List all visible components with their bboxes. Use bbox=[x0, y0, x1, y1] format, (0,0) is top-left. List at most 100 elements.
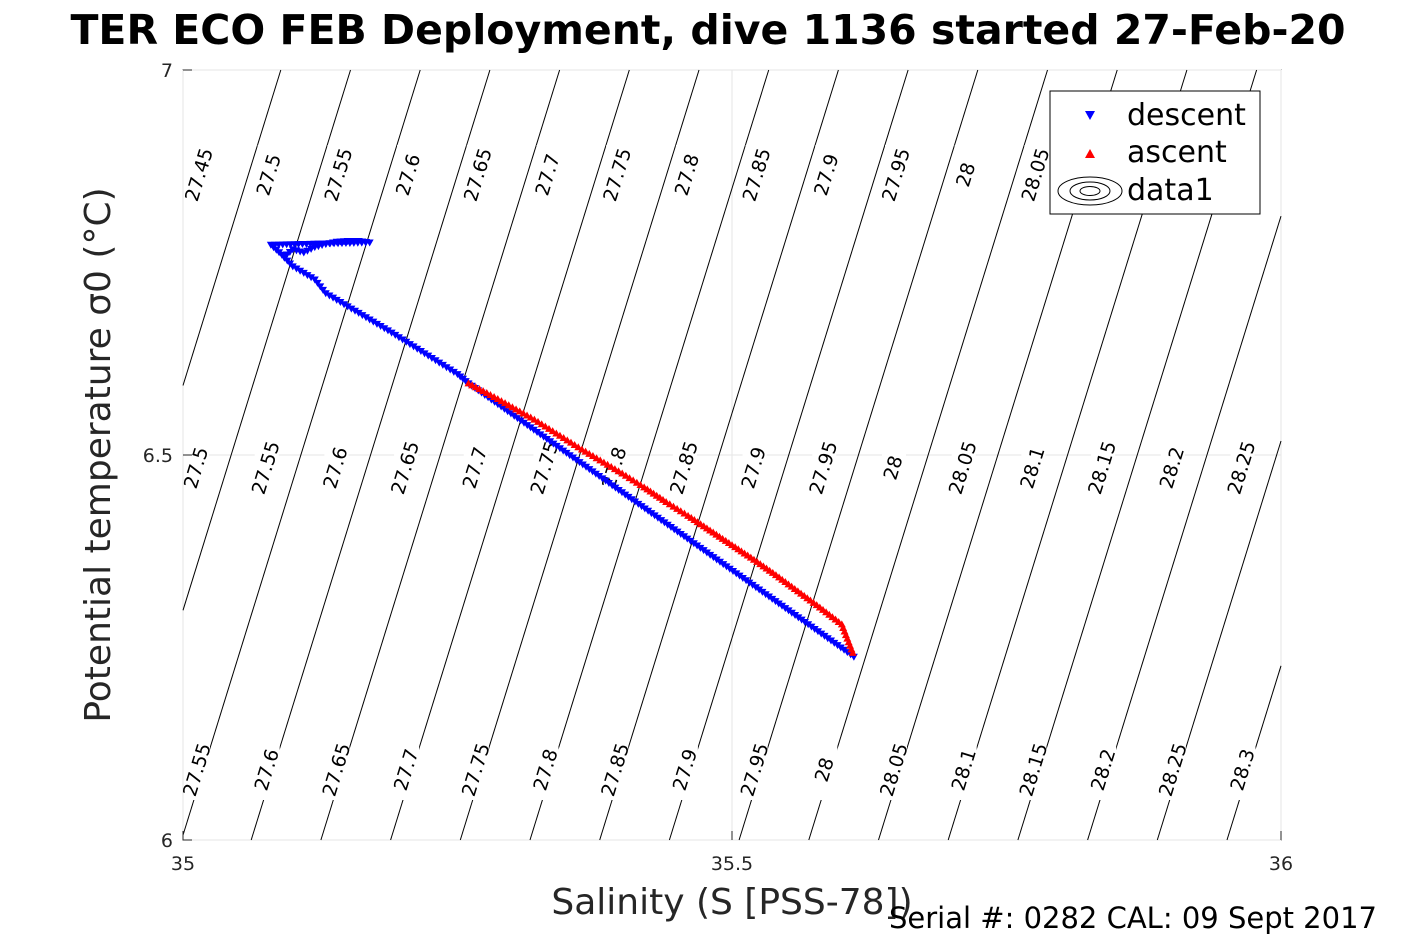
chart-title: TER ECO FEB Deployment, dive 1136 starte… bbox=[70, 6, 1345, 54]
contour-line bbox=[320, 69, 561, 841]
contour-label-bg bbox=[533, 438, 558, 498]
descent-point bbox=[372, 320, 381, 328]
descent-point bbox=[321, 290, 330, 298]
descent-point bbox=[413, 345, 422, 353]
contour-line bbox=[250, 69, 491, 841]
contour-label-bg bbox=[397, 145, 422, 205]
contour-line bbox=[738, 69, 979, 841]
descent-point bbox=[405, 341, 414, 349]
contour-label-bg bbox=[464, 740, 489, 800]
descent-point bbox=[351, 307, 360, 315]
contour-label-bg bbox=[185, 438, 209, 498]
contour-label-bg bbox=[1230, 438, 1255, 498]
descent-point bbox=[325, 292, 334, 300]
contour-label-bg bbox=[1021, 438, 1046, 498]
descent-point bbox=[431, 357, 440, 365]
legend: descent ascent data1 bbox=[1049, 90, 1261, 215]
contour-label-bg bbox=[327, 145, 352, 205]
descent-point bbox=[416, 348, 425, 356]
y-axis-label: Potential temperature σ0 (°C) bbox=[78, 187, 119, 722]
contour-label-bg bbox=[815, 145, 840, 205]
contour-label-bg bbox=[812, 438, 837, 498]
descent-point bbox=[362, 314, 370, 322]
legend-ascent-marker bbox=[1085, 149, 1095, 158]
descent-point bbox=[296, 267, 305, 275]
descent-point bbox=[435, 359, 444, 367]
x-tick-label: 35 bbox=[171, 853, 195, 875]
descent-point bbox=[354, 309, 363, 317]
legend-data1-label: data1 bbox=[1127, 173, 1214, 208]
legend-ascent-label: ascent bbox=[1127, 135, 1227, 170]
descent-point bbox=[438, 361, 447, 369]
contour-line bbox=[390, 69, 630, 841]
x-tick-label: 36 bbox=[1269, 853, 1293, 875]
descent-point bbox=[394, 334, 403, 342]
descent-point bbox=[376, 323, 385, 331]
contour-line bbox=[808, 69, 1048, 841]
contour-label-bg bbox=[675, 145, 700, 205]
density-contours: 27.45 27.5 27.55 27.6 27.65 27.7 27.75 27.8 27.8… bbox=[179, 69, 1282, 841]
contour-label-bg bbox=[1160, 438, 1185, 498]
descent-point bbox=[409, 343, 418, 351]
contour-label-bg bbox=[952, 740, 977, 800]
descent-point bbox=[449, 368, 458, 376]
contour-label-bg bbox=[745, 145, 770, 205]
descent-point bbox=[420, 350, 429, 358]
contour-label-bg bbox=[534, 740, 559, 800]
contour-label-bg bbox=[536, 145, 561, 205]
descent-point bbox=[332, 296, 341, 304]
descent-point bbox=[380, 325, 389, 333]
contour-label-bg bbox=[882, 438, 906, 498]
descent-point bbox=[365, 316, 374, 324]
contour-line bbox=[182, 69, 282, 386]
contour-label-bg bbox=[672, 438, 697, 498]
contour-label-bg bbox=[883, 740, 907, 800]
contour-label-bg bbox=[325, 740, 350, 800]
descent-point bbox=[329, 294, 338, 302]
contour-label-bg bbox=[394, 438, 419, 498]
descent-point bbox=[307, 274, 316, 282]
descent-point bbox=[292, 265, 301, 273]
y-tick-label: 7 bbox=[161, 60, 173, 82]
contour-label-bg bbox=[324, 438, 349, 498]
descent-point bbox=[303, 272, 312, 280]
descent-point bbox=[336, 299, 345, 307]
contour-label-bg bbox=[1231, 740, 1256, 800]
contour-label-bg bbox=[673, 740, 698, 800]
contour-label-bg bbox=[255, 740, 280, 800]
contour-label-bg bbox=[951, 438, 976, 498]
descent-point bbox=[446, 366, 455, 374]
ascent-point bbox=[848, 648, 857, 656]
axis-ticks: 35 35.5 36 6 6.5 7 bbox=[143, 60, 1293, 875]
legend-descent-marker bbox=[1085, 111, 1095, 120]
descent-point bbox=[347, 305, 356, 313]
contour-label-bg bbox=[466, 145, 491, 205]
contour-line bbox=[459, 69, 700, 841]
x-axis-label: Salinity (S [PSS-78]) bbox=[551, 882, 912, 923]
contour-label-bg bbox=[1024, 145, 1049, 205]
series-ascent bbox=[464, 379, 857, 656]
descent-point bbox=[369, 318, 378, 326]
descent-point bbox=[427, 354, 436, 362]
descent-point bbox=[299, 269, 308, 277]
contour-label-bg bbox=[1091, 438, 1116, 498]
contour-label-bg bbox=[743, 740, 768, 800]
contour-line bbox=[668, 69, 909, 841]
descent-point bbox=[340, 301, 349, 309]
contour-label-bg bbox=[954, 145, 979, 205]
descent-point bbox=[442, 364, 451, 372]
descent-point bbox=[402, 338, 411, 346]
grid-lines bbox=[182, 69, 1282, 841]
contour-label-bg bbox=[1022, 740, 1047, 800]
contour-label-bg bbox=[885, 145, 909, 205]
descent-point bbox=[391, 331, 400, 339]
descent-point bbox=[424, 352, 433, 360]
y-tick-label: 6.5 bbox=[143, 445, 173, 467]
y-tick-label: 6 bbox=[161, 830, 173, 852]
descent-point bbox=[398, 336, 407, 344]
contour-label-bg bbox=[254, 438, 279, 498]
contour-line bbox=[599, 69, 839, 841]
descent-point bbox=[343, 303, 352, 311]
contour-label-bg bbox=[395, 740, 420, 800]
contour-label-bg bbox=[188, 145, 212, 205]
